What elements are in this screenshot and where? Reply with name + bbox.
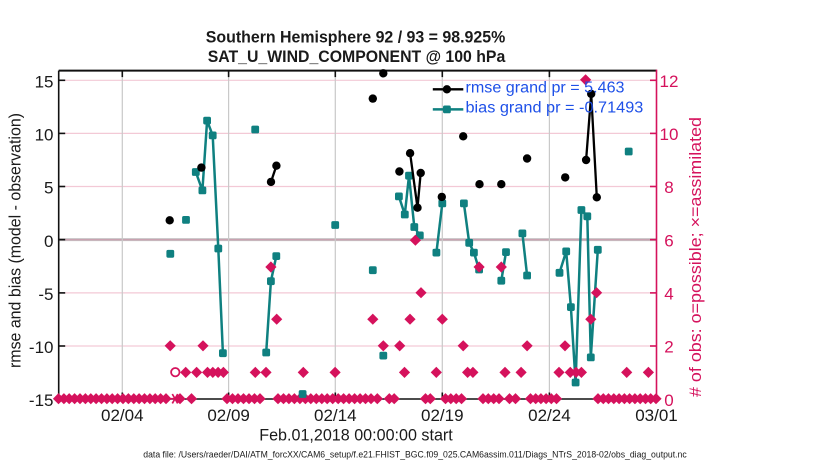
- svg-text:# of obs: o=possible; ×=assimi: # of obs: o=possible; ×=assimilated: [686, 117, 705, 397]
- svg-text:5: 5: [44, 179, 53, 198]
- svg-text:12: 12: [660, 72, 679, 91]
- svg-text:10: 10: [660, 125, 679, 144]
- svg-text:6: 6: [664, 231, 673, 250]
- svg-text:-15: -15: [29, 391, 54, 410]
- svg-text:10: 10: [35, 126, 54, 145]
- svg-text:02/14: 02/14: [314, 406, 357, 425]
- svg-text:-10: -10: [29, 338, 54, 357]
- svg-text:0: 0: [664, 391, 673, 410]
- svg-text:2: 2: [664, 338, 673, 357]
- svg-text:rmse grand pr = 5.463: rmse grand pr = 5.463: [466, 80, 625, 97]
- svg-text:4: 4: [664, 285, 673, 304]
- svg-text:03/01: 03/01: [635, 406, 678, 425]
- svg-text:02/04: 02/04: [101, 406, 144, 425]
- svg-text:15: 15: [35, 73, 54, 92]
- svg-text:Southern Hemisphere 92 / 93 =: Southern Hemisphere 92 / 93 = 98.925%: [206, 27, 506, 46]
- svg-text:02/09: 02/09: [207, 406, 250, 425]
- svg-text:02/19: 02/19: [421, 406, 464, 425]
- svg-text:rmse and bias (model - observa: rmse and bias (model - observation): [6, 113, 25, 368]
- svg-text:Feb.01,2018 00:00:00 start: Feb.01,2018 00:00:00 start: [259, 425, 453, 444]
- svg-text:-5: -5: [38, 285, 53, 304]
- svg-text:bias grand pr = -0.71493: bias grand pr = -0.71493: [466, 99, 644, 116]
- svg-text:data file: /Users/raeder/DAI/A: data file: /Users/raeder/DAI/ATM_forcXX/…: [143, 450, 687, 460]
- svg-text:SAT_U_WIND_COMPONENT @ 100 hPa: SAT_U_WIND_COMPONENT @ 100 hPa: [208, 47, 506, 66]
- svg-text:0: 0: [44, 232, 53, 251]
- svg-text:8: 8: [664, 178, 673, 197]
- svg-text:02/24: 02/24: [528, 406, 571, 425]
